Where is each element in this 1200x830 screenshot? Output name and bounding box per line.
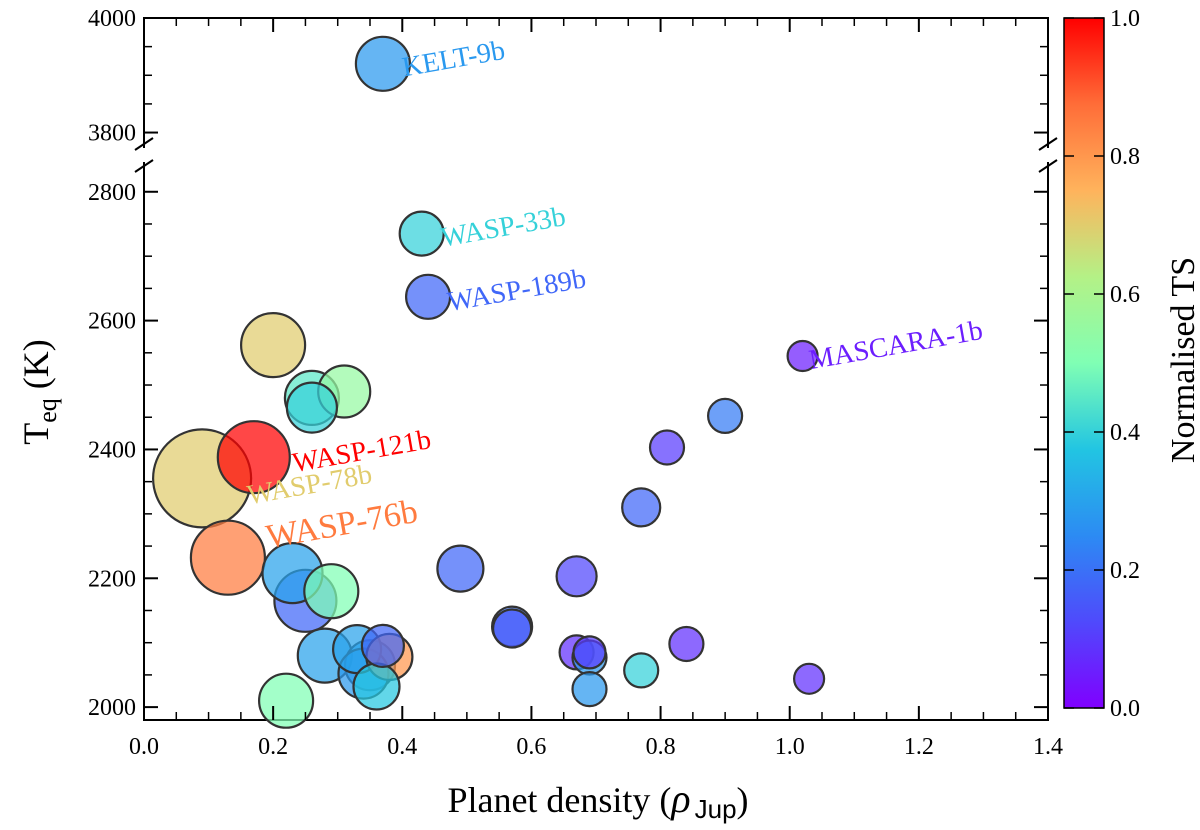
annotation-label: WASP-189b — [445, 263, 588, 318]
data-point — [285, 381, 338, 434]
annotation-label: KELT-9b — [400, 35, 508, 84]
colorbar-tick-label: 1.0 — [1110, 6, 1140, 32]
data-point — [352, 662, 401, 711]
colorbar-ticks: 0.0 0.2 0.4 0.6 0.8 1.0 — [1064, 6, 1140, 722]
axis-break-marks — [134, 137, 1058, 173]
x-tick-label: 0.6 — [516, 734, 546, 760]
data-point — [792, 662, 826, 695]
data-point — [668, 625, 705, 663]
y-tick-label: 4000 — [88, 6, 136, 32]
x-tick-label: 0.4 — [387, 734, 417, 760]
colorbar-gradient — [1063, 17, 1105, 709]
colorbar-tick-label: 0.8 — [1110, 144, 1140, 170]
data-point — [555, 555, 598, 598]
y-tick-label: 2200 — [88, 566, 136, 592]
colorbar-tick-label: 0.6 — [1110, 282, 1140, 308]
upper-panel-border — [143, 17, 1049, 148]
x-tick-label: 0.0 — [129, 734, 159, 760]
colorbar-tick-label: 0.2 — [1110, 558, 1140, 584]
colorbar: 0.0 0.2 0.4 0.6 0.8 1.0 Normalised TS — [1063, 6, 1200, 722]
x-axis-ticks: 0.0 0.2 0.4 0.6 0.8 1.0 1.2 1.4 — [129, 18, 1063, 760]
data-point — [572, 635, 607, 670]
annotation-label: WASP-33b — [439, 201, 568, 253]
data-point — [303, 563, 360, 620]
x-tick-label: 1.0 — [775, 734, 805, 760]
x-tick-label: 1.2 — [904, 734, 934, 760]
data-point — [786, 339, 819, 373]
axis-break-mark — [134, 137, 154, 151]
data-point — [648, 429, 686, 466]
y-axis-ticks: 2000 2200 2400 2600 2800 3800 4000 — [88, 6, 1048, 721]
x-tick-label: 1.4 — [1033, 734, 1063, 760]
planet-annotations: KELT-9bWASP-33bWASP-189bMASCARA-1bWASP-1… — [245, 35, 985, 556]
data-point — [571, 670, 608, 708]
data-point — [240, 312, 307, 379]
data-point — [436, 544, 485, 593]
x-tick-label: 0.8 — [646, 734, 676, 760]
data-point — [491, 608, 533, 649]
data-point — [216, 420, 291, 495]
colorbar-tick-label: 0.0 — [1110, 696, 1140, 722]
colorbar-label: Normalised TS — [1165, 257, 1200, 463]
y-tick-label: 2600 — [88, 309, 136, 335]
data-point — [405, 273, 452, 320]
x-axis-title: Planet density (ρ Jup) — [447, 776, 748, 824]
y-tick-label: 2800 — [88, 180, 136, 206]
y-tick-label: 2000 — [88, 695, 136, 721]
data-point — [360, 623, 405, 669]
axis-break-mark — [1038, 137, 1058, 151]
axis-break-mark — [1038, 159, 1058, 173]
x-tick-label: 0.2 — [258, 734, 288, 760]
y-tick-label: 3800 — [88, 121, 136, 147]
y-tick-label: 2400 — [88, 437, 136, 463]
data-point — [623, 652, 660, 689]
axis-break-mark — [134, 159, 154, 173]
annotation-label: MASCARA-1b — [807, 315, 986, 376]
data-point — [706, 397, 744, 434]
colorbar-tick-label: 0.4 — [1110, 420, 1140, 446]
data-point — [189, 519, 266, 596]
data-point — [354, 35, 411, 92]
data-point — [398, 210, 445, 257]
data-point — [621, 487, 662, 528]
y-axis-title: Teq (K) — [16, 339, 62, 445]
data-points — [152, 35, 826, 729]
